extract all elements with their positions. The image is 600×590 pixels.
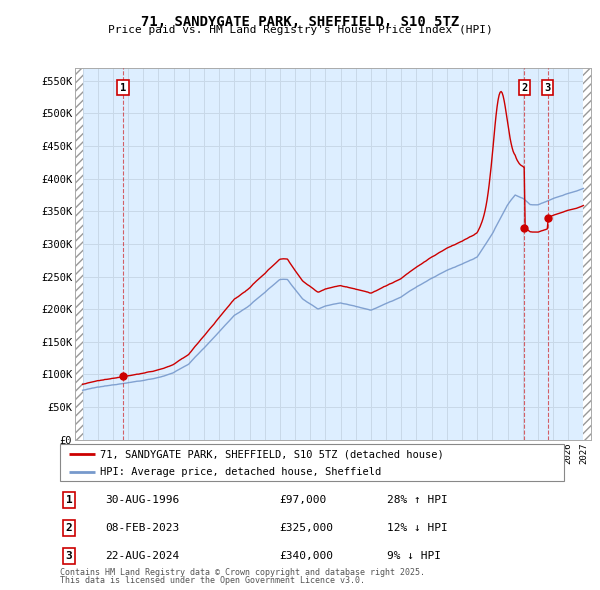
Text: 08-FEB-2023: 08-FEB-2023 (105, 523, 179, 533)
Text: £325,000: £325,000 (279, 523, 333, 533)
Text: 2: 2 (65, 523, 73, 533)
Text: This data is licensed under the Open Government Licence v3.0.: This data is licensed under the Open Gov… (60, 576, 365, 585)
Bar (583, 68, 591, 440)
Text: 71, SANDYGATE PARK, SHEFFIELD, S10 5TZ: 71, SANDYGATE PARK, SHEFFIELD, S10 5TZ (141, 15, 459, 29)
Text: Contains HM Land Registry data © Crown copyright and database right 2025.: Contains HM Land Registry data © Crown c… (60, 568, 425, 577)
Text: 1: 1 (120, 83, 126, 93)
FancyBboxPatch shape (60, 444, 564, 481)
Text: 9% ↓ HPI: 9% ↓ HPI (387, 551, 441, 560)
Text: 3: 3 (544, 83, 551, 93)
Text: 22-AUG-2024: 22-AUG-2024 (105, 551, 179, 560)
Text: 1: 1 (65, 496, 73, 505)
Text: 3: 3 (65, 551, 73, 560)
Text: Price paid vs. HM Land Registry's House Price Index (HPI): Price paid vs. HM Land Registry's House … (107, 25, 493, 35)
Text: £97,000: £97,000 (279, 496, 326, 505)
Text: HPI: Average price, detached house, Sheffield: HPI: Average price, detached house, Shef… (100, 467, 382, 477)
Bar (75, 68, 83, 440)
Text: 2: 2 (521, 83, 527, 93)
Text: £340,000: £340,000 (279, 551, 333, 560)
Text: 12% ↓ HPI: 12% ↓ HPI (387, 523, 448, 533)
Text: 28% ↑ HPI: 28% ↑ HPI (387, 496, 448, 505)
Text: 30-AUG-1996: 30-AUG-1996 (105, 496, 179, 505)
Text: 71, SANDYGATE PARK, SHEFFIELD, S10 5TZ (detached house): 71, SANDYGATE PARK, SHEFFIELD, S10 5TZ (… (100, 449, 444, 459)
